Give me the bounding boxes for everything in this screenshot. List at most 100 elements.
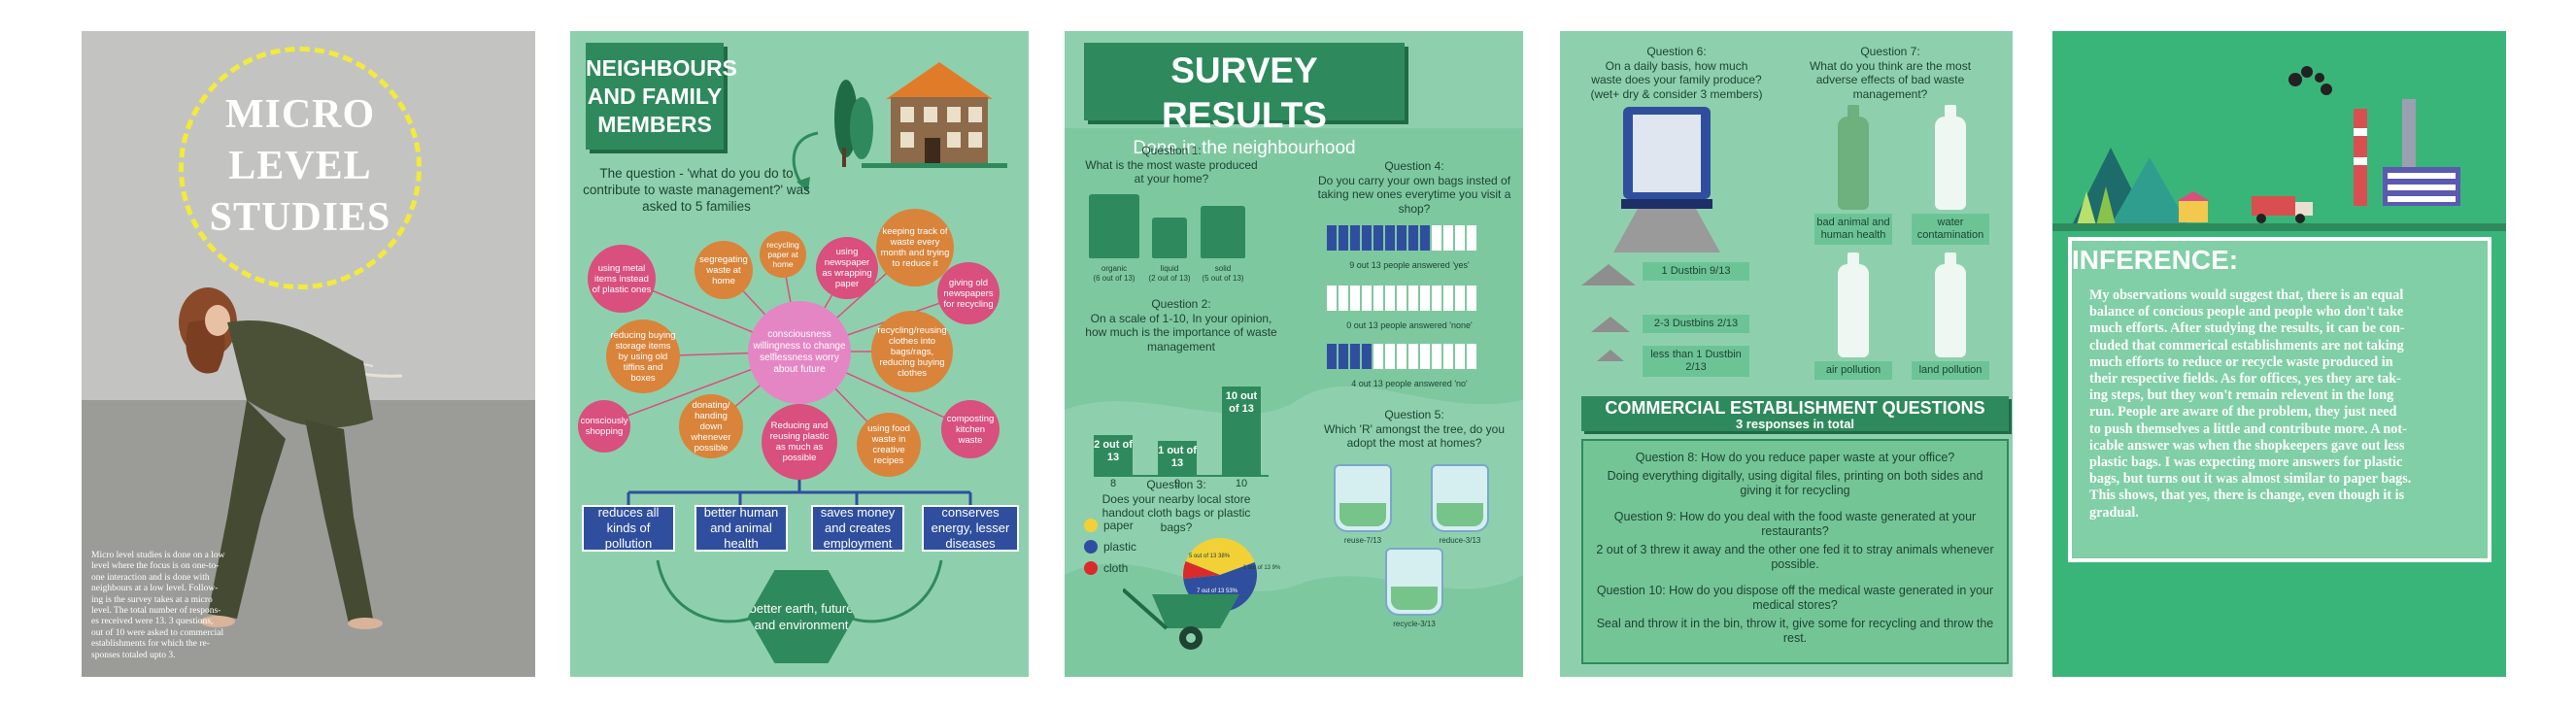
bottle-icon: [1838, 105, 1869, 210]
question-7: Question 7: What do you think are the mo…: [1793, 45, 1987, 101]
question-label: Question 2:: [1151, 297, 1211, 311]
person-icon: [1373, 286, 1383, 311]
title-line: STUDIES: [209, 195, 391, 240]
idea-bubble: donating/ handing down whenever possible: [679, 394, 743, 458]
idea-bubble: Reducing and reusing plastic as much as …: [762, 404, 837, 480]
question-4: Question 4: Do you carry your own bags i…: [1317, 159, 1511, 216]
question-2: Question 2: On a scale of 1-10, In your …: [1084, 297, 1278, 353]
answer-8: Doing everything digitally, using digita…: [1607, 469, 1983, 497]
effect-tag: water contamination: [1912, 214, 1989, 245]
person-icon: [1420, 344, 1430, 369]
person-icon: [1432, 286, 1441, 311]
person-icon: [1455, 225, 1465, 251]
person-icon: [1397, 344, 1407, 369]
question-3: Question 3: Does your nearby local store…: [1094, 478, 1259, 534]
legend-item: plastic: [1084, 536, 1162, 557]
description-line: level where the focus is on one-to-: [91, 561, 220, 572]
q2-x-label: 9: [1173, 478, 1181, 489]
effect-tag: land pollution: [1912, 361, 1989, 380]
person-icon: [1339, 225, 1348, 251]
idea-bubble: recycling/reusing clothes into bags/rags…: [871, 311, 953, 392]
q2-bar: 10 out of 13: [1222, 387, 1261, 476]
question-9: Question 9: How do you deal with the foo…: [1613, 510, 1977, 538]
bag-icon: [1385, 548, 1443, 616]
q2-bar-chart: 2 out of 13 8 1 out of 13 9 10 out of 13 10: [1094, 361, 1269, 489]
text-line: ing steps, but they won't remain releven…: [2089, 387, 2394, 404]
person-icon: [1420, 286, 1430, 311]
answer-10: Seal and throw it in the bin, throw it, …: [1596, 617, 1994, 645]
description-line: ing is the survey takes at a micro: [91, 594, 213, 605]
question-text: Does your nearby local store handout clo…: [1102, 491, 1251, 534]
title-line: AND FAMILY: [587, 83, 723, 109]
person-icon: [1350, 225, 1360, 251]
inference-title: INFERENCE:: [2072, 245, 2239, 275]
person-icon: [1408, 344, 1418, 369]
question-label: Question 5:: [1384, 408, 1444, 421]
idea-bubble: recycling paper at home: [760, 231, 806, 278]
panel-inference: INFERENCE: My observations would suggest…: [2052, 31, 2506, 677]
q2-bar: 1 out of 13: [1158, 440, 1197, 476]
answer-tag: 2-3 Dustbins 2/13: [1643, 315, 1749, 333]
outcome-box: better human and animal health: [695, 505, 788, 552]
person-icon: [1420, 225, 1430, 251]
item-name: solid: [1214, 264, 1232, 273]
people-row: [1327, 286, 1492, 315]
person-icon: [1385, 286, 1395, 311]
person-icon: [1327, 344, 1337, 369]
bag-icon: [1334, 464, 1392, 532]
title-line: LEVEL: [228, 144, 372, 188]
person-icon: [1350, 344, 1360, 369]
text-line: much efforts. After studying the results…: [2089, 320, 2405, 337]
question-label: Question 4:: [1384, 159, 1444, 173]
wheelbarrow-icon: [1123, 588, 1239, 650]
question-1: Question 1: What is the most waste produ…: [1084, 144, 1259, 186]
panel-survey-results: SURVEY RESULTS Done in the neighbourhood…: [1065, 31, 1523, 677]
panel-neighbours-family: NEIGHBOURS AND FAMILY MEMBERS The questi…: [570, 31, 1029, 677]
waste-pile-icon: [1591, 317, 1630, 332]
idea-bubble: keeping track of waste every month and t…: [876, 209, 954, 286]
item-count: (2 out of 13): [1148, 274, 1191, 283]
background-floor: [82, 400, 535, 677]
person-icon: [1385, 344, 1395, 369]
question-text: What is the most waste produced at your …: [1085, 157, 1258, 186]
page-title: MICRO LEVEL STUDIES: [179, 89, 422, 244]
idea-bubble: segregating waste at home: [695, 241, 753, 299]
survey-title: SURVEY RESULTS: [1162, 50, 1327, 135]
q2-x-label: 10: [1235, 478, 1248, 489]
description-line: one interaction and is done with: [91, 572, 210, 583]
person-icon: [1397, 286, 1407, 311]
pie-label: 1 out of 13 9%: [1243, 565, 1281, 571]
question-text: Which 'R' amongst the tree, do you adopt…: [1323, 421, 1505, 451]
question-8: Question 8: How do you reduce paper wast…: [1635, 451, 1955, 464]
text-line: balance of concious people and people wh…: [2089, 304, 2404, 320]
answer-tag: 1 Dustbin 9/13: [1643, 262, 1749, 281]
idea-bubble: using metal items instead of plastic one…: [588, 245, 656, 313]
item-name: organic: [1101, 264, 1128, 273]
background-waves: [1065, 128, 1523, 677]
question-label: Question 6:: [1646, 45, 1707, 58]
person-icon: [1373, 344, 1383, 369]
person-icon: [1362, 286, 1372, 311]
title-line: MEMBERS: [597, 111, 712, 137]
panel-survey-continued: Question 6: On a daily basis, how much w…: [1560, 31, 2013, 677]
outcome-box: saves money and creates employment: [811, 505, 904, 552]
description-line: neighbours at a low level. Follow-: [91, 584, 219, 594]
person-icon: [1408, 225, 1418, 251]
legend-item: cloth: [1084, 557, 1162, 579]
people-row: [1327, 344, 1492, 373]
idea-bubble: using newspaper as wrapping paper: [816, 237, 878, 299]
description-line: establishments for which the re-: [91, 639, 210, 650]
question-text: On a daily basis, how much waste does yo…: [1590, 58, 1763, 101]
question-text: On a scale of 1-10, In your opinion, how…: [1085, 311, 1277, 353]
panel-micro-level-studies: MICRO LEVEL STUDIES Micro level studies …: [82, 31, 535, 677]
legend-swatch: [1084, 540, 1098, 554]
q2-x-label: 8: [1109, 478, 1117, 489]
question-label: Question 3:: [1146, 478, 1206, 491]
person-icon: [1467, 286, 1476, 311]
person-icon: [1362, 344, 1372, 369]
people-row: [1327, 225, 1492, 254]
item-count: (6 out of 13): [1093, 274, 1135, 283]
description-line: level. The total number of respons-: [91, 606, 221, 617]
bottle-icon: [1838, 252, 1869, 357]
idea-bubble: consciously shopping: [578, 400, 630, 453]
